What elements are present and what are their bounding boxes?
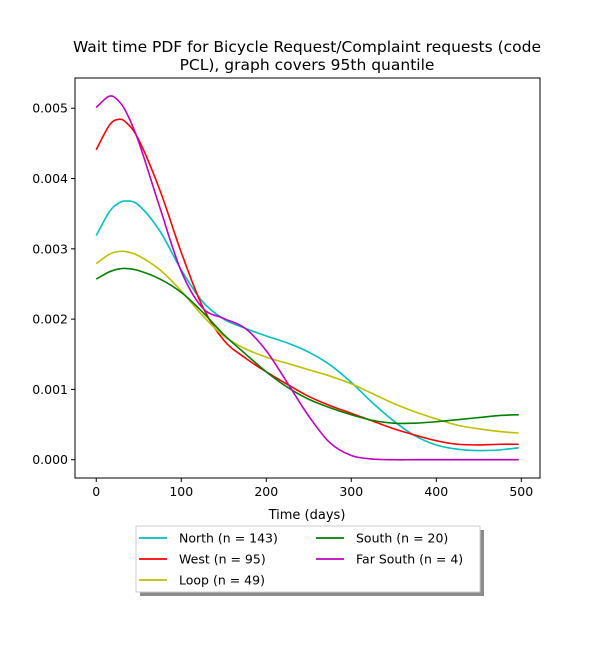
- legend-label: South (n = 20): [356, 531, 448, 546]
- x-tick-label: 400: [424, 484, 448, 499]
- y-tick-label: 0.002: [32, 312, 68, 327]
- legend-label: North (n = 143): [179, 531, 278, 546]
- series-line-4: [95, 95, 519, 461]
- y-axis-ticks: 0.000 0.001 0.002 0.003 0.004 0.005: [32, 101, 75, 467]
- x-tick-label: 100: [169, 484, 193, 499]
- x-tick-label: 0: [92, 484, 100, 499]
- legend-box: [135, 525, 481, 593]
- x-tick-label: 300: [339, 484, 363, 499]
- chart-title-line-1: Wait time PDF for Bicycle Request/Compla…: [73, 38, 541, 56]
- legend: North (n = 143) West (n = 95) Loop (n = 49…: [135, 525, 484, 596]
- plot-lines: [95, 95, 519, 461]
- x-tick-label: 500: [509, 484, 533, 499]
- x-axis-label: Time (days): [268, 508, 346, 523]
- legend-label: West (n = 95): [179, 552, 266, 567]
- series-line-0: [95, 200, 519, 452]
- x-axis-ticks: 0 100 200 300 400 500: [92, 478, 533, 499]
- y-tick-label: 0.004: [32, 171, 68, 186]
- y-tick-label: 0.000: [32, 452, 68, 467]
- y-tick-label: 0.001: [32, 382, 68, 397]
- y-tick-label: 0.003: [32, 241, 68, 256]
- y-tick-label: 0.005: [32, 101, 68, 116]
- series-line-3: [95, 267, 519, 425]
- plot-frame: [74, 77, 541, 479]
- x-tick-label: 200: [254, 484, 278, 499]
- legend-label: Far South (n = 4): [356, 552, 463, 567]
- chart-title-line-2: PCL), graph covers 95th quantile: [180, 56, 435, 74]
- legend-label: Loop (n = 49): [179, 573, 265, 588]
